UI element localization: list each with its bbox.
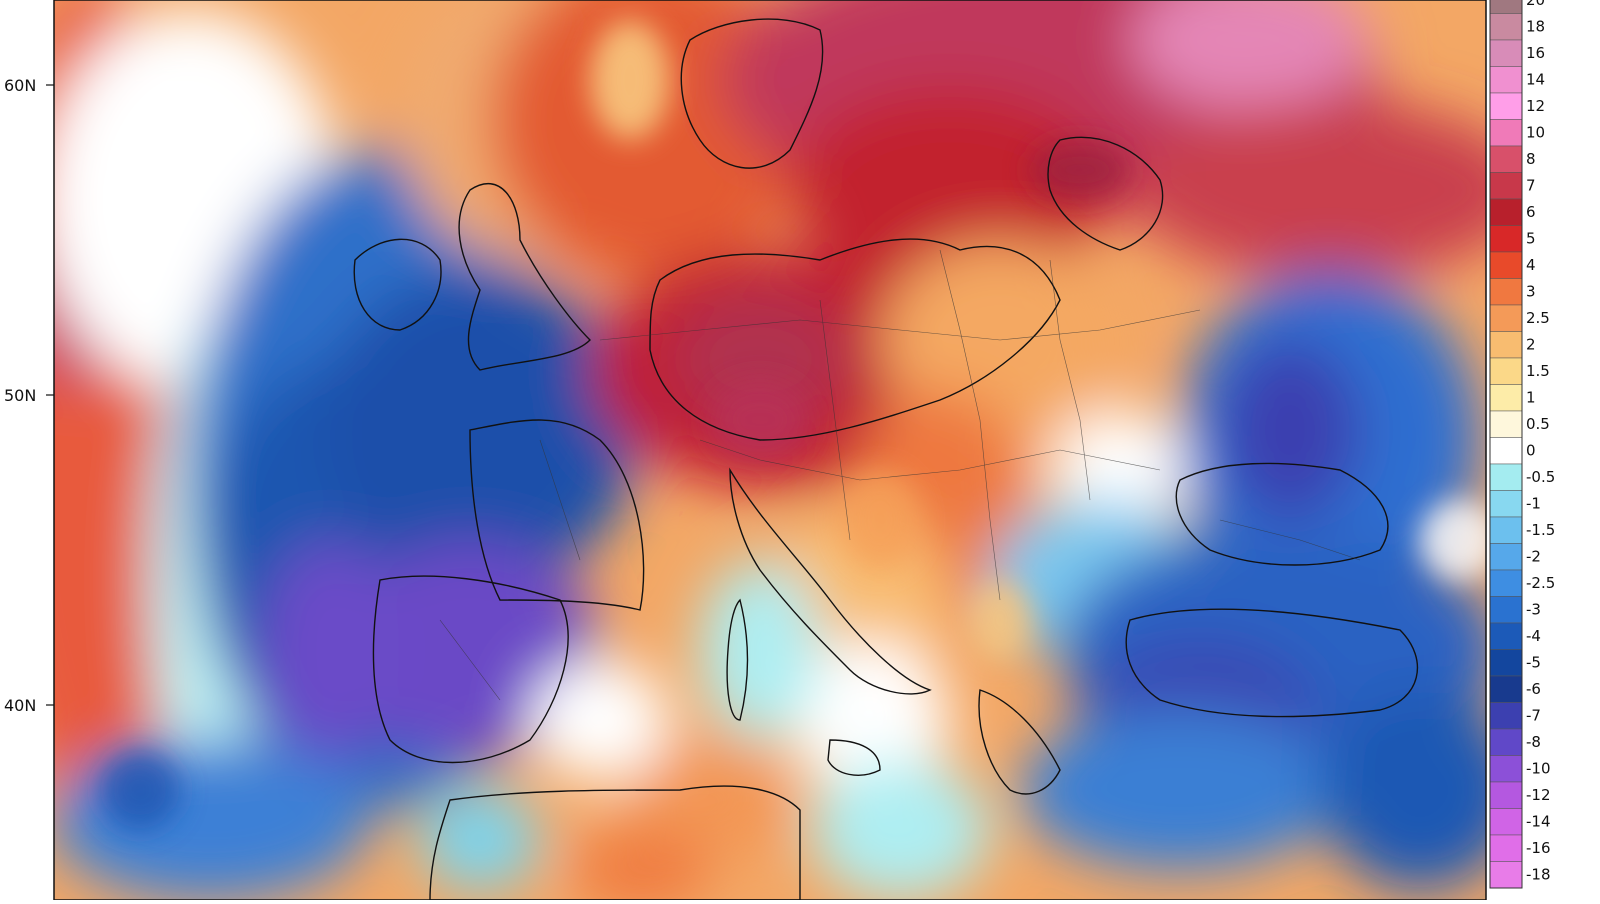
colorbar-swatch (1489, 808, 1523, 836)
colorbar-swatch (1489, 490, 1523, 518)
colorbar-swatch (1489, 569, 1523, 597)
lat-label-60n: 60N (4, 76, 36, 95)
colorbar-swatch (1489, 702, 1523, 730)
colorbar-label: 10 (1526, 124, 1545, 142)
admin-borders (439, 249, 1361, 701)
colorbar-swatch (1489, 596, 1523, 624)
colorbar-label: 12 (1526, 97, 1545, 115)
colorbar-swatch (1489, 225, 1523, 253)
lat-label-50n: 50N (4, 386, 36, 405)
colorbar-swatch (1489, 622, 1523, 650)
colorbar-label: 14 (1526, 71, 1545, 89)
colorbar-label: 7 (1526, 177, 1536, 195)
colorbar-label: -0.5 (1526, 468, 1555, 486)
anomaly-field (54, 0, 1486, 900)
colorbar-label: 3 (1526, 283, 1536, 301)
colorbar-label: -2 (1526, 548, 1541, 566)
colorbar-swatch (1489, 0, 1523, 14)
coastlines (353, 18, 1419, 900)
colorbar-label: -16 (1526, 839, 1551, 857)
colorbar-swatch (1489, 39, 1523, 67)
colorbar-swatch (1489, 278, 1523, 306)
colorbar-label: -14 (1526, 813, 1551, 831)
colorbar-label: 0.5 (1526, 415, 1550, 433)
mediterranean-neutral-zone (530, 660, 670, 780)
colorbar: 20 18 16 14 12 10 8 7 6 5 4 3 2.5 2 1.5 1 0.5 0 -0.5 -1 -1.5… (1489, 0, 1555, 889)
colorbar-swatch (1489, 198, 1523, 226)
colorbar-swatch (1489, 755, 1523, 783)
colorbar-frame (1489, 0, 1523, 889)
colorbar-swatch (1489, 834, 1523, 862)
colorbar-swatch (1489, 145, 1523, 173)
colorbar-label: -5 (1526, 654, 1541, 672)
colorbar-swatch (1489, 304, 1523, 332)
colorbar-swatch (1489, 781, 1523, 809)
colorbar-swatch (1489, 728, 1523, 756)
colorbar-label: -8 (1526, 733, 1541, 751)
colorbar-label: -3 (1526, 601, 1541, 619)
colorbar-label: 2 (1526, 336, 1536, 354)
colorbar-label: 1 (1526, 389, 1536, 407)
colorbar-swatch (1489, 675, 1523, 703)
colorbar-label: -1.5 (1526, 521, 1555, 539)
colorbar-swatch (1489, 331, 1523, 359)
colorbar-swatch (1489, 13, 1523, 41)
colorbar-label: -1 (1526, 495, 1541, 513)
latitude-axis: 60N 50N 40N (4, 76, 54, 715)
colorbar-label: 2.5 (1526, 309, 1550, 327)
colorbar-swatch (1489, 543, 1523, 571)
colorbar-label: 18 (1526, 18, 1545, 36)
lat-label-40n: 40N (4, 696, 36, 715)
colorbar-swatch (1489, 119, 1523, 147)
colorbar-label: -7 (1526, 707, 1541, 725)
colorbar-label: -12 (1526, 786, 1551, 804)
colorbar-label: 5 (1526, 230, 1536, 248)
colorbar-swatch (1489, 92, 1523, 120)
colorbar-label: 16 (1526, 44, 1545, 62)
colorbar-label: -10 (1526, 760, 1551, 778)
colorbar-swatch (1489, 251, 1523, 279)
colorbar-swatch (1489, 861, 1523, 889)
colorbar-swatch (1489, 437, 1523, 465)
colorbar-label: 6 (1526, 203, 1536, 221)
colorbar-label: 8 (1526, 150, 1536, 168)
colorbar-swatch (1489, 463, 1523, 491)
colorbar-swatch (1489, 516, 1523, 544)
colorbar-swatch (1489, 172, 1523, 200)
colorbar-swatch (1489, 357, 1523, 385)
colorbar-swatch (1489, 410, 1523, 438)
colorbar-label: 0 (1526, 442, 1536, 460)
colorbar-label: 1.5 (1526, 362, 1550, 380)
colorbar-label: 20 (1526, 0, 1545, 9)
colorbar-swatch (1489, 649, 1523, 677)
colorbar-label: 4 (1526, 256, 1536, 274)
colorbar-label: -18 (1526, 866, 1551, 884)
colorbar-label: -6 (1526, 680, 1541, 698)
colorbar-label: -2.5 (1526, 574, 1555, 592)
colorbar-swatch (1489, 66, 1523, 94)
colorbar-label: -4 (1526, 627, 1541, 645)
colorbar-swatch (1489, 384, 1523, 412)
